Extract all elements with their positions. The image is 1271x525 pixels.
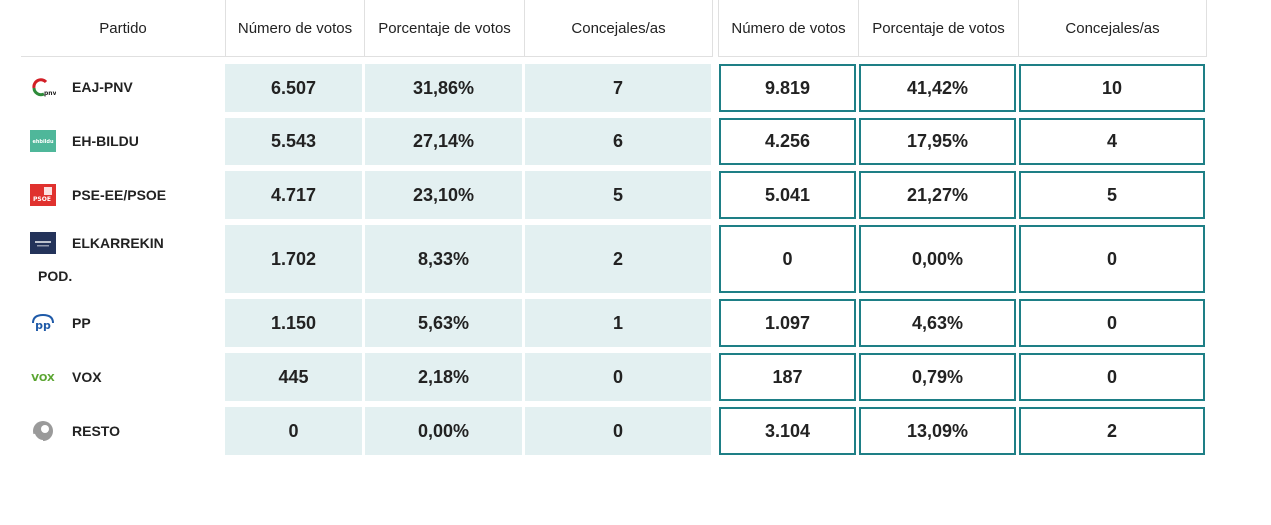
eh-bildu-logo: ehbildu [30,130,56,152]
pct-b: 21,27% [859,171,1016,219]
votes-a: 6.507 [225,64,362,112]
pct-b: 17,95% [859,118,1016,165]
pct-a: 23,10% [365,171,522,219]
seats-b: 5 [1019,171,1205,219]
psoe-logo: PSOE [30,184,56,206]
seats-b: 2 [1019,407,1205,455]
seats-b: 0 [1019,299,1205,347]
votes-b: 0 [719,225,856,293]
pct-a: 5,63% [365,299,522,347]
pct-b: 0,00% [859,225,1016,293]
party-resto: RESTO [30,420,120,442]
votes-b: 1.097 [719,299,856,347]
pct-a: 27,14% [365,118,522,165]
seats-b: 10 [1019,64,1205,112]
header-votes-b: Número de votos [718,0,858,57]
party-name: ELKARREKIN [72,235,164,251]
psoe-logo-text: PSOE [33,196,51,203]
seats-b: 4 [1019,118,1205,165]
pct-b: 13,09% [859,407,1016,455]
pct-a: 31,86% [365,64,522,112]
seats-b: 0 [1019,353,1205,401]
seats-a: 5 [525,171,711,219]
pp-logo-text: pp [35,319,51,332]
header-seats-b: Concejales/as [1018,0,1207,57]
pct-b: 0,79% [859,353,1016,401]
votes-a: 5.543 [225,118,362,165]
pct-a: 0,00% [365,407,522,455]
votes-b: 187 [719,353,856,401]
party-eaj-pnv: pnv EAJ-PNV [30,76,133,98]
header-party: Partido [21,0,225,57]
votes-b: 3.104 [719,407,856,455]
votes-a: 1.702 [225,225,362,293]
vox-logo: VOX [30,366,56,388]
party-name: EAJ-PNV [72,79,133,95]
svg-text:pnv: pnv [44,90,56,97]
header-votes-a: Número de votos [225,0,364,57]
vox-logo-text: VOX [31,373,55,384]
seats-a: 1 [525,299,711,347]
votes-a: 4.717 [225,171,362,219]
resto-logo [30,420,56,442]
party-name: EH-BILDU [72,133,139,149]
pct-a: 2,18% [365,353,522,401]
eaj-pnv-logo: pnv [30,76,56,98]
party-pp: pp PP [30,312,91,334]
votes-b: 5.041 [719,171,856,219]
pct-a: 8,33% [365,225,522,293]
party-name: PSE-EE/PSOE [72,187,167,203]
seats-a: 0 [525,353,711,401]
pct-b: 4,63% [859,299,1016,347]
votes-a: 0 [225,407,362,455]
seats-a: 7 [525,64,711,112]
party-name: VOX [72,369,102,385]
party-eh-bildu: ehbildu EH-BILDU [30,130,139,152]
seats-b: 0 [1019,225,1205,293]
pp-logo: pp [30,312,56,334]
votes-b: 9.819 [719,64,856,112]
party-name: RESTO [72,423,120,439]
party-elkarrekin: ELKARREKIN [30,232,164,254]
party-vox: VOX VOX [30,366,102,388]
votes-a: 1.150 [225,299,362,347]
seats-a: 0 [525,407,711,455]
party-pse-ee-psoe: PSOE PSE-EE/PSOE [30,184,166,206]
party-name: PP [72,315,91,331]
header-pct-a: Porcentaje de votos [364,0,524,57]
eh-bildu-logo-text: ehbildu [32,139,54,145]
seats-a: 2 [525,225,711,293]
party-name-line2: POD. [38,268,73,284]
votes-a: 445 [225,353,362,401]
votes-b: 4.256 [719,118,856,165]
seats-a: 6 [525,118,711,165]
pct-b: 41,42% [859,64,1016,112]
header-seats-a: Concejales/as [524,0,713,57]
header-pct-b: Porcentaje de votos [858,0,1018,57]
elkarrekin-logo [30,232,56,254]
